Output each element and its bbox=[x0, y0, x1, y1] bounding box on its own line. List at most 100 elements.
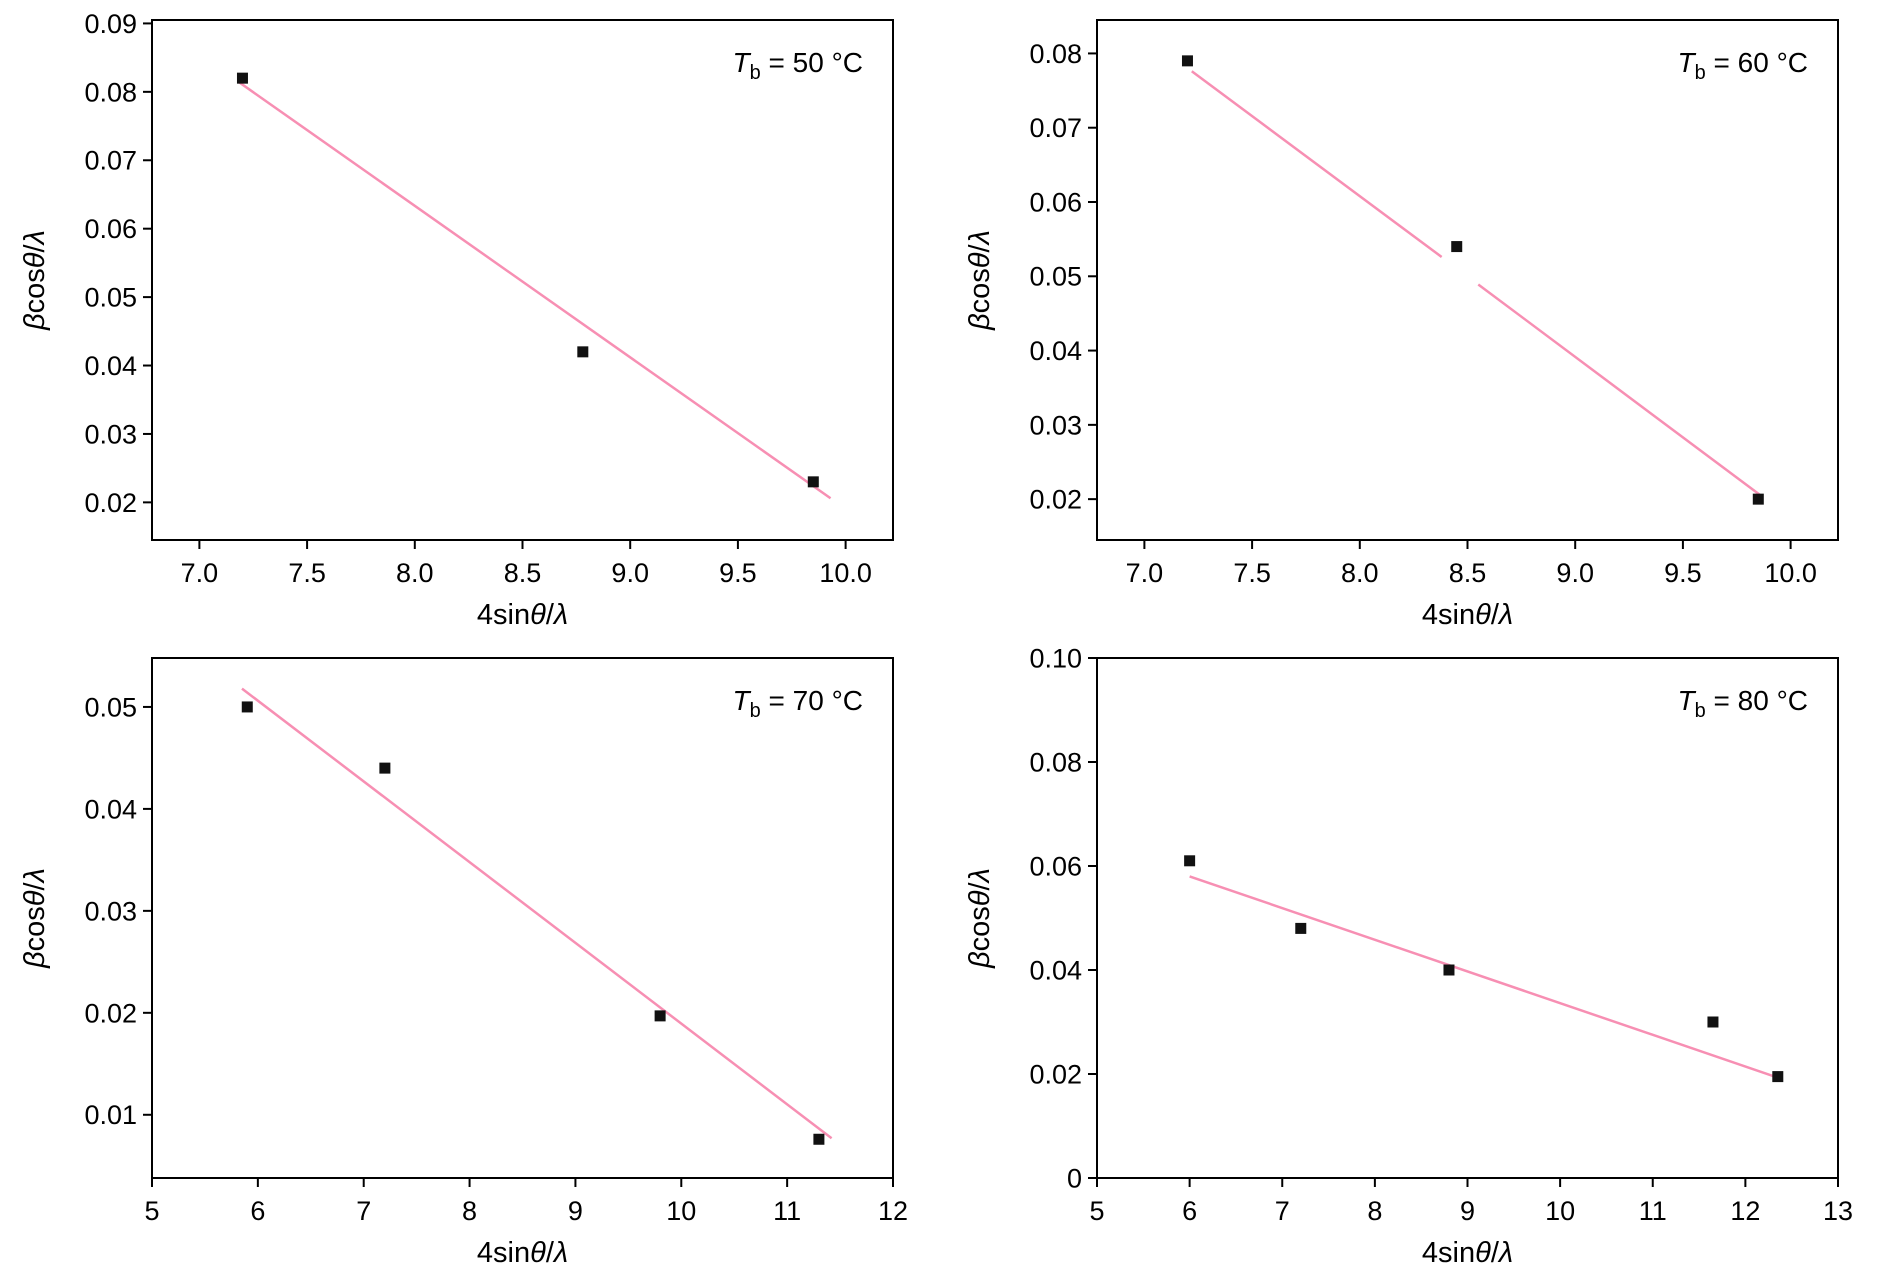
x-tick-label: 9.0 bbox=[611, 558, 649, 588]
x-tick-label: 11 bbox=[773, 1196, 801, 1226]
data-point-marker bbox=[1772, 1071, 1784, 1083]
x-tick-label: 10.0 bbox=[819, 558, 872, 588]
x-axis-label: 4sinθ/λ bbox=[477, 599, 568, 631]
y-tick-label: 0.06 bbox=[84, 214, 137, 244]
chart-panel-tb70: 5 6 7 8 9 10 11 12 0.01 0.02 0.03 0.04 0.05 Tb = 70 °… bbox=[0, 638, 945, 1276]
x-tick-label: 12 bbox=[1730, 1196, 1760, 1226]
y-tick-label: 0.05 bbox=[1029, 262, 1082, 292]
x-tick-label: 8 bbox=[462, 1196, 477, 1226]
y-tick-label: 0.03 bbox=[1029, 410, 1082, 440]
x-tick-label: 8.0 bbox=[396, 558, 434, 588]
fit-line bbox=[1477, 283, 1764, 498]
x-tick-label: 9.5 bbox=[1664, 558, 1702, 588]
chart-tb80: 5 6 7 8 9 10 11 12 13 0 0.02 0.04 0.06 0.08 0.10 Tb = 8… bbox=[964, 643, 1853, 1269]
y-tick-label: 0.08 bbox=[1029, 747, 1082, 777]
x-tick-label: 7.0 bbox=[181, 558, 219, 588]
x-tick-label: 8 bbox=[1367, 1196, 1382, 1226]
x-tick-label: 8.5 bbox=[504, 558, 542, 588]
y-tick-label: 0.06 bbox=[1029, 851, 1082, 881]
fit-line bbox=[1189, 875, 1783, 1081]
y-axis-label: βcosθ/λ bbox=[964, 230, 996, 331]
y-tick-label: 0.05 bbox=[84, 692, 137, 722]
y-tick-label: 0.04 bbox=[1029, 336, 1082, 366]
y-tick-label: 0.04 bbox=[84, 351, 137, 381]
plot-frame bbox=[1096, 19, 1839, 541]
y-tick-label: 0.05 bbox=[84, 283, 137, 313]
temperature-annotation: Tb = 70 °C bbox=[733, 685, 864, 722]
y-tick-label: 0.08 bbox=[1029, 39, 1082, 69]
x-tick-label: 9 bbox=[568, 1196, 583, 1226]
data-point-marker bbox=[1443, 964, 1455, 976]
data-point-marker bbox=[1181, 55, 1193, 67]
y-tick-label: 0.02 bbox=[84, 998, 137, 1028]
temperature-annotation: Tb = 50 °C bbox=[733, 47, 864, 84]
chart-panel-tb60: 7.0 7.5 8.0 8.5 9.0 9.5 10.0 0.02 0.03 0.04 0.05 0.… bbox=[945, 0, 1890, 638]
fit-line bbox=[237, 80, 832, 500]
plot-frame bbox=[1096, 657, 1839, 1179]
x-tick-label: 8.5 bbox=[1449, 558, 1487, 588]
x-tick-label: 13 bbox=[1823, 1196, 1853, 1226]
x-tick-label: 10 bbox=[666, 1196, 696, 1226]
x-tick-label: 7.0 bbox=[1126, 558, 1164, 588]
x-tick-label: 7 bbox=[1275, 1196, 1290, 1226]
x-axis-label: 4sinθ/λ bbox=[1422, 1237, 1513, 1269]
data-point-marker bbox=[1295, 922, 1307, 934]
x-tick-label: 10 bbox=[1545, 1196, 1575, 1226]
temperature-annotation: Tb = 60 °C bbox=[1678, 47, 1809, 84]
y-axis-label: βcosθ/λ bbox=[964, 868, 996, 969]
y-tick-label: 0.02 bbox=[84, 488, 137, 518]
data-point-marker bbox=[807, 476, 819, 488]
x-axis-label: 4sinθ/λ bbox=[477, 1237, 568, 1269]
x-tick-label: 5 bbox=[144, 1196, 159, 1226]
y-tick-label: 0.07 bbox=[1029, 113, 1082, 143]
data-point-marker bbox=[1707, 1016, 1719, 1028]
y-axis-label: βcosθ/λ bbox=[19, 868, 51, 969]
y-tick-label: 0.07 bbox=[84, 146, 137, 176]
fit-line bbox=[241, 687, 833, 1140]
data-point-marker bbox=[1752, 493, 1764, 505]
x-tick-label: 7.5 bbox=[288, 558, 326, 588]
y-tick-label: 0.04 bbox=[84, 794, 137, 824]
y-tick-label: 0.03 bbox=[84, 896, 137, 926]
y-tick-label: 0 bbox=[1067, 1163, 1082, 1193]
chart-panel-tb80: 5 6 7 8 9 10 11 12 13 0 0.02 0.04 0.06 0.08 0.10 Tb = 8… bbox=[945, 638, 1890, 1276]
data-point-marker bbox=[577, 346, 589, 358]
chart-tb60: 7.0 7.5 8.0 8.5 9.0 9.5 10.0 0.02 0.03 0.04 0.05 0.… bbox=[964, 19, 1839, 631]
y-tick-label: 0.04 bbox=[1029, 955, 1082, 985]
y-tick-label: 0.10 bbox=[1029, 643, 1082, 673]
data-point-marker bbox=[654, 1010, 666, 1022]
x-tick-label: 8.0 bbox=[1341, 558, 1379, 588]
data-point-marker bbox=[236, 72, 248, 84]
x-axis-label: 4sinθ/λ bbox=[1422, 599, 1513, 631]
x-tick-label: 12 bbox=[878, 1196, 908, 1226]
chart-tb70: 5 6 7 8 9 10 11 12 0.01 0.02 0.03 0.04 0.05 Tb = 70 °… bbox=[19, 657, 908, 1269]
x-tick-label: 9.0 bbox=[1556, 558, 1594, 588]
x-tick-label: 11 bbox=[1639, 1196, 1667, 1226]
chart-panel-tb50: 7.0 7.5 8.0 8.5 9.0 9.5 10.0 0.02 0.03 0.04 0.05 0.… bbox=[0, 0, 945, 638]
x-tick-label: 9.5 bbox=[719, 558, 757, 588]
data-point-marker bbox=[379, 762, 391, 774]
x-tick-label: 5 bbox=[1089, 1196, 1104, 1226]
y-tick-label: 0.08 bbox=[84, 77, 137, 107]
fit-line bbox=[1191, 70, 1443, 258]
data-point-marker bbox=[813, 1133, 825, 1145]
x-tick-label: 6 bbox=[1182, 1196, 1197, 1226]
x-tick-label: 9 bbox=[1460, 1196, 1475, 1226]
y-tick-label: 0.02 bbox=[1029, 1059, 1082, 1089]
chart-tb50: 7.0 7.5 8.0 8.5 9.0 9.5 10.0 0.02 0.03 0.04 0.05 0.… bbox=[19, 9, 894, 631]
y-tick-label: 0.01 bbox=[84, 1100, 137, 1130]
data-point-marker bbox=[241, 701, 253, 713]
y-tick-label: 0.09 bbox=[84, 9, 137, 39]
y-tick-label: 0.03 bbox=[84, 419, 137, 449]
x-tick-label: 6 bbox=[250, 1196, 265, 1226]
data-point-marker bbox=[1451, 241, 1463, 253]
data-point-marker bbox=[1184, 855, 1196, 867]
x-tick-label: 7 bbox=[356, 1196, 371, 1226]
y-tick-label: 0.06 bbox=[1029, 187, 1082, 217]
y-axis-label: βcosθ/λ bbox=[19, 230, 51, 331]
y-tick-label: 0.02 bbox=[1029, 485, 1082, 515]
plot-frame bbox=[151, 657, 894, 1179]
x-tick-label: 7.5 bbox=[1233, 558, 1271, 588]
x-tick-label: 10.0 bbox=[1764, 558, 1817, 588]
